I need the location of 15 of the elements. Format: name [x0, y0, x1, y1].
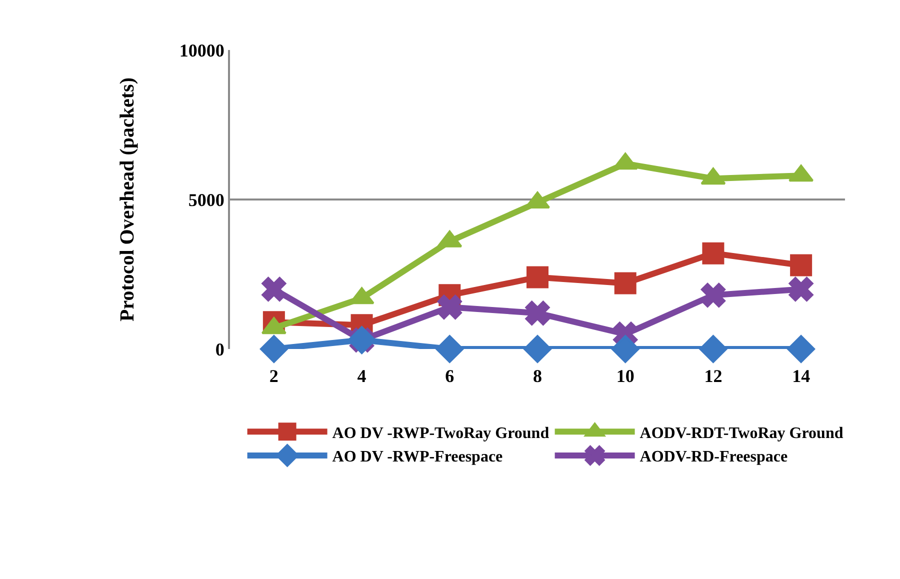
x-tick-label: 14 [792, 366, 810, 386]
y-tick-label: 0 [215, 339, 224, 360]
x-tick-label: 12 [704, 366, 722, 386]
legend-label: AO DV -RWP-TwoRay Ground [332, 424, 550, 442]
y-axis-title: Protocol Overhead (packets) [116, 77, 138, 322]
x-tick-label: 8 [533, 366, 542, 386]
x-tick-label: 4 [357, 366, 366, 386]
legend-label: AO DV -RWP-Freespace [332, 448, 503, 466]
y-tick-label: 5000 [188, 190, 224, 210]
x-tick-label: 6 [445, 366, 454, 386]
x-tick-label: 10 [616, 366, 634, 386]
y-tick-label: 10000 [179, 40, 224, 60]
x-tick-label: 2 [269, 366, 278, 386]
legend-label: AODV-RD-Freespace [640, 448, 788, 466]
legend-label: AODV-RDT-TwoRay Ground [640, 424, 844, 442]
